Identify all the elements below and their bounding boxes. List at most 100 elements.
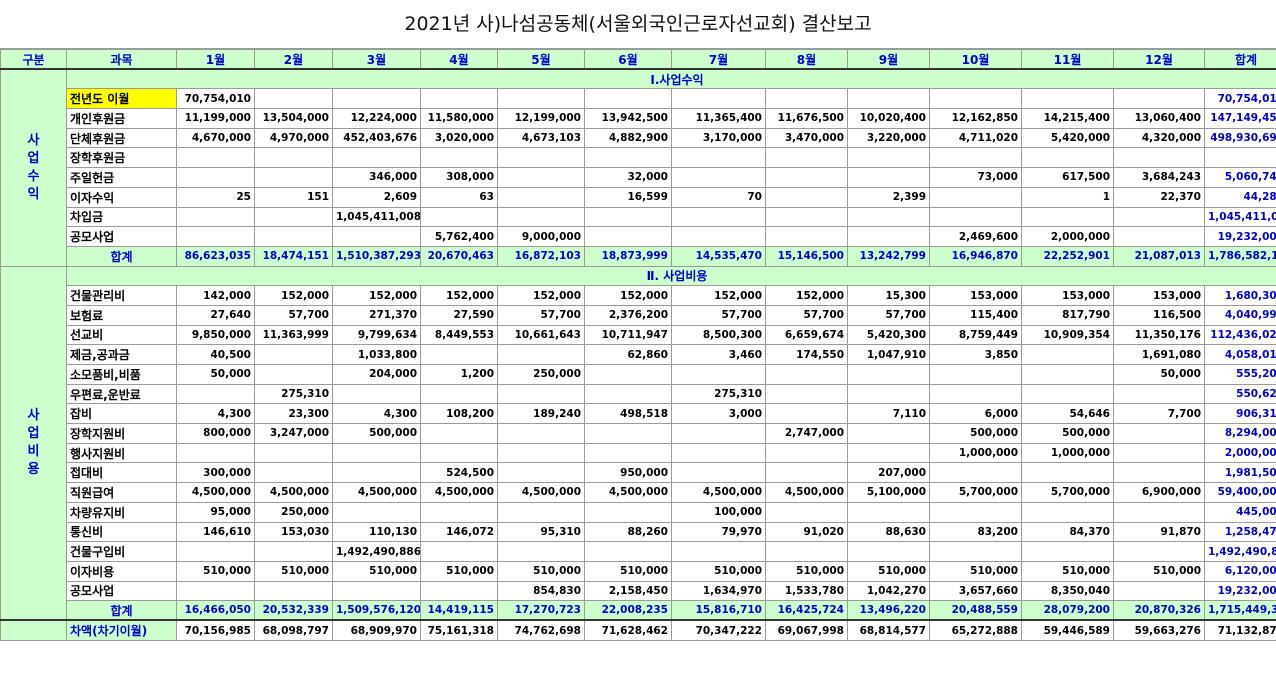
month-value: 5,420,300 [847, 324, 930, 346]
month-value [765, 403, 848, 425]
month-value: 153,000 [929, 285, 1022, 306]
row-label: 제금,공과금 [66, 344, 177, 365]
month-value: 498,518 [584, 403, 672, 425]
table-row: 보험료 27,640 57,700 271,370 27,590 57,700 2,376,… [1, 304, 1276, 326]
column-header: 8월 [765, 49, 848, 71]
month-value: 510,000 [176, 560, 255, 582]
month-value: 57,700 [671, 304, 766, 326]
table-row: 단체후원금 4,670,000 4,970,000 452,403,676 3,020,… [1, 127, 1276, 149]
table-row: 건물구입비 1,492,490,886 1,492,490,886 [1, 541, 1276, 562]
month-value [765, 462, 848, 484]
table-row: 주일헌금 346,000 308,000 32,000 73,000 617,500 3,6… [1, 167, 1276, 188]
month-value: 4,500,000 [584, 482, 672, 503]
sum-value: 13,496,220 [847, 600, 930, 621]
month-value: 1,533,780 [765, 580, 848, 602]
month-value: 5,762,400 [420, 226, 498, 247]
month-value [847, 383, 930, 405]
month-value [176, 442, 255, 464]
month-value [1021, 501, 1114, 523]
month-value [765, 383, 848, 405]
month-value: 452,403,676 [332, 127, 421, 149]
row-total: 147,149,450 [1204, 108, 1276, 129]
month-value [671, 206, 766, 228]
month-value [584, 501, 672, 523]
balance-value: 68,909,970 [332, 619, 421, 641]
month-value [420, 206, 498, 228]
month-value: 4,500,000 [332, 482, 421, 503]
month-value: 95,000 [176, 501, 255, 523]
month-value: 2,158,450 [584, 580, 672, 602]
table-row: 이자비용 510,000 510,000 510,000 510,000 510,000 5… [1, 560, 1276, 582]
month-value: 3,460 [671, 344, 766, 365]
month-value: 40,500 [176, 344, 255, 365]
balance-value: 75,161,318 [420, 619, 498, 641]
row-label: 통신비 [66, 521, 177, 543]
sum-value: 20,870,326 [1113, 600, 1205, 621]
month-value [176, 147, 255, 169]
month-value [765, 364, 848, 385]
row-total: 19,232,000 [1204, 226, 1276, 247]
month-value: 16,599 [584, 186, 672, 208]
month-value [584, 206, 672, 228]
row-total: 555,200 [1204, 364, 1276, 385]
month-value: 346,000 [332, 167, 421, 188]
month-value [671, 88, 766, 110]
month-value: 275,310 [254, 383, 333, 405]
month-value: 4,882,900 [584, 127, 672, 149]
row-total: 1,981,500 [1204, 462, 1276, 484]
month-value: 1 [1021, 186, 1114, 208]
month-value [1021, 462, 1114, 484]
month-value [497, 206, 585, 228]
month-value: 3,220,000 [847, 127, 930, 149]
month-value [1021, 383, 1114, 405]
month-value: 510,000 [1113, 560, 1205, 582]
month-value [497, 442, 585, 464]
month-value [1113, 88, 1205, 110]
sum-value: 15,816,710 [671, 600, 766, 621]
month-value: 95,310 [497, 521, 585, 543]
month-value [497, 344, 585, 365]
row-label: 행사지원비 [66, 442, 177, 464]
month-value [765, 167, 848, 188]
month-value [420, 344, 498, 365]
month-value: 100,000 [671, 501, 766, 523]
month-value: 3,170,000 [671, 127, 766, 149]
month-value [584, 383, 672, 405]
month-value: 5,700,000 [929, 482, 1022, 503]
month-value: 152,000 [332, 285, 421, 306]
sum-value: 28,079,200 [1021, 600, 1114, 621]
month-value [254, 442, 333, 464]
month-value: 189,240 [497, 403, 585, 425]
month-value [254, 344, 333, 365]
balance-row: 차액(차기이월) 70,156,985 68,098,797 68,909,970 75… [0, 619, 1276, 641]
month-value: 8,350,040 [1021, 580, 1114, 602]
month-value: 1,045,411,008 [332, 206, 421, 228]
month-value: 10,020,400 [847, 108, 930, 129]
month-value [1021, 206, 1114, 228]
month-value: 73,000 [929, 167, 1022, 188]
month-value [929, 186, 1022, 208]
month-value: 510,000 [254, 560, 333, 582]
month-value: 9,799,634 [332, 324, 421, 346]
month-value [420, 442, 498, 464]
row-total: 1,492,490,886 [1204, 541, 1276, 562]
month-value [332, 462, 421, 484]
row-label: 장학후원금 [66, 147, 177, 169]
month-value: 617,500 [1021, 167, 1114, 188]
balance-total: 71,132,876 [1204, 619, 1276, 641]
settlement-table: 구분 과목 1월 2월 3월 4월 5월 6월 7월 8월 9월 10월 11월 12월 합계 사 업 수 익 Ⅰ.사… [0, 49, 1276, 641]
month-value: 4,673,103 [497, 127, 585, 149]
month-value: 854,830 [497, 580, 585, 602]
month-value [420, 383, 498, 405]
month-value [497, 147, 585, 169]
month-value: 88,260 [584, 521, 672, 543]
month-value [765, 206, 848, 228]
row-total: 445,000 [1204, 501, 1276, 523]
month-value: 3,000 [671, 403, 766, 425]
month-value: 110,130 [332, 521, 421, 543]
month-value: 13,060,400 [1113, 108, 1205, 129]
month-value: 174,550 [765, 344, 848, 365]
month-value: 54,646 [1021, 403, 1114, 425]
table-row: 공모사업 5,762,400 9,000,000 2,469,600 2,000,000… [1, 226, 1276, 247]
